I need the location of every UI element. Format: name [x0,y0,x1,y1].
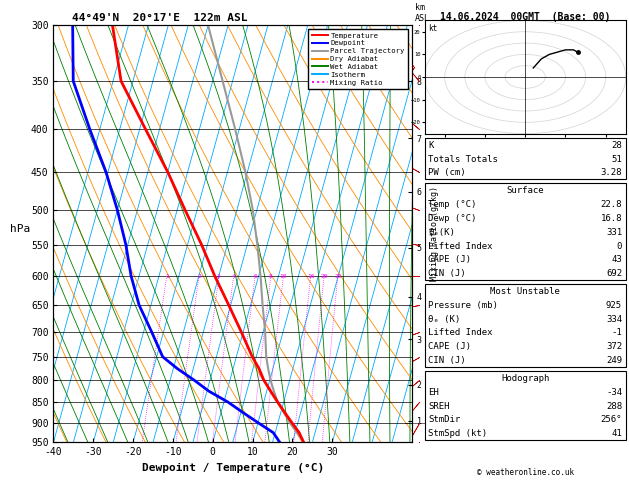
Text: CAPE (J): CAPE (J) [428,255,471,264]
Y-axis label: hPa: hPa [9,224,30,234]
Text: 692: 692 [606,269,622,278]
Text: 8: 8 [269,274,273,279]
Text: Mixing Ratio (g/kg): Mixing Ratio (g/kg) [430,186,438,281]
Text: StmDir: StmDir [428,416,460,424]
Text: Temp (°C): Temp (°C) [428,200,477,209]
Text: 43: 43 [611,255,622,264]
Text: 16: 16 [307,274,314,279]
Text: 51: 51 [611,155,622,163]
Text: 925: 925 [606,301,622,310]
Text: -34: -34 [606,388,622,397]
Text: LCL: LCL [444,418,458,427]
Text: Pressure (mb): Pressure (mb) [428,301,498,310]
Text: Hodograph: Hodograph [501,374,549,383]
Text: CAPE (J): CAPE (J) [428,342,471,351]
Text: Totals Totals: Totals Totals [428,155,498,163]
Text: PW (cm): PW (cm) [428,168,466,177]
Text: StmSpd (kt): StmSpd (kt) [428,429,487,438]
Text: Lifted Index: Lifted Index [428,329,493,337]
Text: Dewp (°C): Dewp (°C) [428,214,477,223]
Text: θₑ (K): θₑ (K) [428,314,460,324]
Text: 288: 288 [606,401,622,411]
Text: 44°49'N  20°17'E  122m ASL: 44°49'N 20°17'E 122m ASL [72,13,248,23]
Text: 20: 20 [320,274,328,279]
Text: K: K [428,140,434,150]
Text: 16.8: 16.8 [601,214,622,223]
Text: 249: 249 [606,356,622,365]
Text: EH: EH [428,388,439,397]
Text: 14.06.2024  00GMT  (Base: 00): 14.06.2024 00GMT (Base: 00) [440,12,610,22]
Text: 0: 0 [616,242,622,250]
Text: 2: 2 [197,274,201,279]
Text: -1: -1 [611,329,622,337]
Text: CIN (J): CIN (J) [428,356,466,365]
X-axis label: Dewpoint / Temperature (°C): Dewpoint / Temperature (°C) [142,463,324,473]
Text: 331: 331 [606,227,622,237]
Text: 4: 4 [231,274,235,279]
Text: 6: 6 [253,274,257,279]
Legend: Temperature, Dewpoint, Parcel Trajectory, Dry Adiabat, Wet Adiabat, Isotherm, Mi: Temperature, Dewpoint, Parcel Trajectory… [308,29,408,89]
Text: SREH: SREH [428,401,450,411]
Text: 41: 41 [611,429,622,438]
Text: 256°: 256° [601,416,622,424]
Text: θₑ(K): θₑ(K) [428,227,455,237]
Text: 28: 28 [611,140,622,150]
Text: CIN (J): CIN (J) [428,269,466,278]
Text: 22.8: 22.8 [601,200,622,209]
Text: 372: 372 [606,342,622,351]
Text: kt: kt [428,24,438,33]
Text: 1: 1 [165,274,169,279]
Text: 3: 3 [217,274,221,279]
Text: Surface: Surface [506,186,544,195]
Text: 25: 25 [334,274,342,279]
Text: km
ASL: km ASL [415,3,430,23]
Text: 3.28: 3.28 [601,168,622,177]
Text: Most Unstable: Most Unstable [490,287,560,296]
Text: 334: 334 [606,314,622,324]
Text: © weatheronline.co.uk: © weatheronline.co.uk [477,468,574,477]
Text: 10: 10 [280,274,287,279]
Text: Lifted Index: Lifted Index [428,242,493,250]
